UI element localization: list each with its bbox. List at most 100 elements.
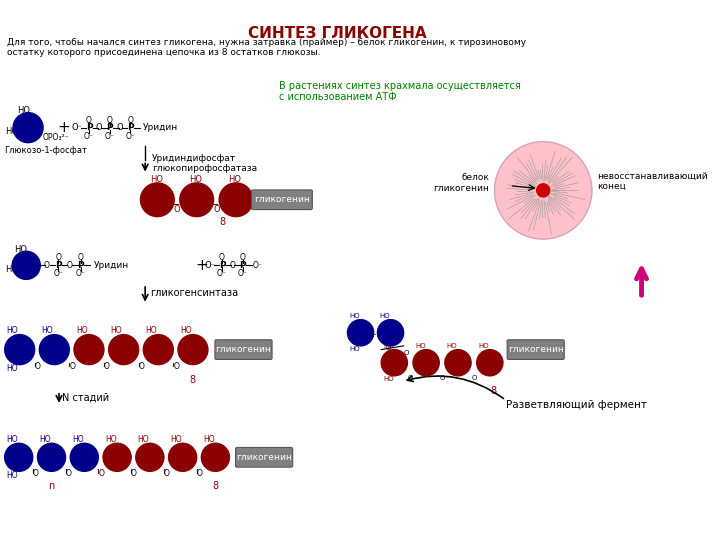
Text: 8: 8 xyxy=(190,375,196,384)
Text: HO: HO xyxy=(6,364,18,373)
Text: O: O xyxy=(104,362,109,371)
Text: 8: 8 xyxy=(212,481,218,491)
Text: P: P xyxy=(55,261,61,270)
Text: O: O xyxy=(127,116,133,125)
Text: O: O xyxy=(471,375,477,381)
Text: Уридин: Уридин xyxy=(94,261,129,270)
Text: невосстанавливающий
конец: невосстанавливающий конец xyxy=(598,171,708,191)
Circle shape xyxy=(12,251,40,279)
Text: O: O xyxy=(213,205,220,214)
Circle shape xyxy=(103,443,131,471)
Text: O: O xyxy=(138,362,144,371)
Text: HO: HO xyxy=(41,326,53,335)
FancyBboxPatch shape xyxy=(251,190,312,210)
Text: O: O xyxy=(163,469,170,478)
Text: гликогенин: гликогенин xyxy=(215,345,271,354)
Text: O: O xyxy=(55,253,61,262)
Text: P: P xyxy=(86,123,92,132)
Circle shape xyxy=(377,320,404,346)
Text: гликогенсинтаза: гликогенсинтаза xyxy=(150,288,238,299)
Text: HO: HO xyxy=(17,106,30,115)
Text: O: O xyxy=(131,469,137,478)
Text: СИНТЕЗ ГЛИКОГЕНА: СИНТЕЗ ГЛИКОГЕНА xyxy=(248,26,426,42)
Text: O⁻: O⁻ xyxy=(71,123,82,132)
Circle shape xyxy=(180,183,214,217)
Text: HO: HO xyxy=(189,200,202,209)
Text: O⁻: O⁻ xyxy=(217,269,227,278)
Text: P: P xyxy=(219,261,225,270)
Text: HO: HO xyxy=(138,435,149,444)
Text: HO: HO xyxy=(76,326,88,335)
Text: O: O xyxy=(107,116,112,125)
Text: HO: HO xyxy=(6,435,18,444)
Text: O⁻: O⁻ xyxy=(104,132,114,140)
Text: 8: 8 xyxy=(490,386,497,396)
Text: O⁻: O⁻ xyxy=(84,132,94,140)
Text: O: O xyxy=(439,375,445,381)
Text: O: O xyxy=(230,261,235,270)
Text: В растениях синтез крахмала осуществляется
с использованием АТФ: В растениях синтез крахмала осуществляет… xyxy=(279,81,521,103)
Text: O: O xyxy=(66,469,71,478)
Text: HO: HO xyxy=(6,127,19,136)
Circle shape xyxy=(136,443,164,471)
Circle shape xyxy=(37,443,66,471)
Circle shape xyxy=(381,349,408,376)
Text: O: O xyxy=(408,375,413,381)
Text: HO: HO xyxy=(5,265,18,274)
Text: n: n xyxy=(48,481,55,491)
Text: O: O xyxy=(117,123,123,132)
Text: P: P xyxy=(77,261,84,270)
Text: белок
гликогенин: белок гликогенин xyxy=(433,173,489,193)
Text: +: + xyxy=(195,258,208,273)
Text: O: O xyxy=(32,469,39,478)
Text: HO: HO xyxy=(228,200,241,209)
Text: HO: HO xyxy=(150,174,163,184)
Text: 8: 8 xyxy=(220,217,226,227)
Circle shape xyxy=(168,443,197,471)
Text: HO: HO xyxy=(180,326,192,335)
Text: HO: HO xyxy=(349,313,360,319)
Text: HO: HO xyxy=(6,470,18,480)
Text: N стадий: N стадий xyxy=(62,393,109,402)
Text: P: P xyxy=(107,123,113,132)
Circle shape xyxy=(445,349,471,376)
Text: HO: HO xyxy=(6,326,18,335)
Circle shape xyxy=(109,335,139,365)
Text: OPO₃²⁻: OPO₃²⁻ xyxy=(43,132,70,141)
Text: O: O xyxy=(173,362,179,371)
Text: O: O xyxy=(386,345,392,351)
Text: Уридиндифосфат
глюкопирофосфатаза: Уридиндифосфат глюкопирофосфатаза xyxy=(152,153,257,173)
Text: HO: HO xyxy=(171,435,182,444)
Text: Уридин: Уридин xyxy=(143,123,179,132)
Circle shape xyxy=(219,183,253,217)
Text: n-1: n-1 xyxy=(369,330,382,339)
FancyBboxPatch shape xyxy=(215,340,272,360)
Text: O: O xyxy=(96,123,102,132)
Circle shape xyxy=(140,183,174,217)
Text: O: O xyxy=(98,469,104,478)
Text: O⁻: O⁻ xyxy=(204,261,215,270)
Text: O: O xyxy=(240,253,246,262)
Text: +: + xyxy=(58,120,70,135)
Text: O⁻: O⁻ xyxy=(53,269,63,278)
Text: O: O xyxy=(197,469,202,478)
Text: O: O xyxy=(66,261,72,270)
Circle shape xyxy=(495,141,592,239)
Text: O: O xyxy=(69,362,75,371)
Text: O: O xyxy=(78,253,84,262)
Circle shape xyxy=(536,184,550,197)
Text: O: O xyxy=(174,205,180,214)
Text: Глюкозо-1-фосфат: Глюкозо-1-фосфат xyxy=(4,146,86,154)
Circle shape xyxy=(13,113,43,143)
Text: HO: HO xyxy=(383,343,394,349)
Text: P: P xyxy=(239,261,246,270)
Text: HO: HO xyxy=(40,435,51,444)
Text: O⁻: O⁻ xyxy=(238,269,248,278)
Text: O: O xyxy=(404,350,409,356)
Text: HO: HO xyxy=(110,326,122,335)
Text: HO: HO xyxy=(203,435,215,444)
Circle shape xyxy=(5,335,35,365)
Text: HO: HO xyxy=(349,346,360,352)
Text: HO: HO xyxy=(479,343,489,349)
Text: HO: HO xyxy=(446,343,457,349)
